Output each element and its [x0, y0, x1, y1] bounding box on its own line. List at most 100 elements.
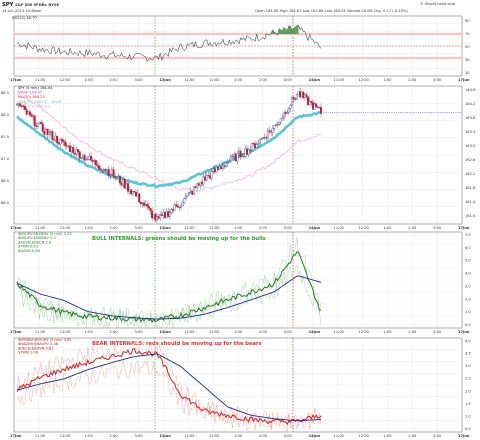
candle: [107, 169, 110, 176]
time-tick: 13Jun: [159, 226, 171, 230]
candle: [43, 130, 46, 135]
price-left-tick: 88.0: [1, 113, 10, 117]
candle: [270, 131, 273, 133]
candle: [56, 135, 59, 144]
candle: [287, 108, 290, 113]
candle: [303, 94, 306, 98]
bear-avg-line: [16, 353, 322, 422]
candle: [262, 137, 265, 139]
candle: [167, 211, 170, 217]
candle: [246, 148, 248, 155]
candle: [276, 124, 279, 126]
time-tick: 11:00: [334, 78, 345, 82]
candle: [30, 114, 33, 117]
candle: [209, 175, 211, 179]
price-right-tick: 164.2: [465, 102, 475, 106]
price-left-tick: 86.5: [1, 179, 9, 183]
time-tick: 17Jun: [458, 226, 470, 230]
candle: [24, 106, 27, 110]
price-left-tick: 88.5: [1, 91, 9, 95]
time-tick: 3:00: [284, 330, 293, 334]
candle: [254, 143, 257, 149]
candle: [271, 128, 274, 133]
candle: [53, 139, 55, 141]
time-tick: 3:00: [284, 226, 293, 230]
candle: [159, 214, 162, 219]
candle: [292, 96, 295, 100]
time-tick: 17Jun: [458, 434, 470, 438]
candle: [237, 150, 240, 154]
time-tick: 12:00: [60, 330, 71, 334]
time-tick: 3:00: [134, 226, 143, 230]
candle: [123, 179, 126, 189]
candle: [286, 112, 289, 114]
rsi-overbought-fill: [258, 25, 299, 34]
time-tick: 12:00: [60, 226, 71, 230]
time-tick: 1:00: [383, 226, 392, 230]
time-tick: 2:00: [259, 226, 268, 230]
candle: [265, 137, 268, 139]
time-tick: 14Jun: [309, 226, 321, 230]
candle: [308, 100, 311, 106]
time-tick: 12:00: [60, 434, 71, 438]
candle: [118, 175, 121, 184]
price-right-tick: 163.4: [465, 130, 476, 134]
candle: [194, 186, 197, 189]
time-tick: 13Jun: [159, 78, 171, 82]
time-tick: 12:00: [209, 330, 220, 334]
candle: [110, 169, 113, 175]
time-tick: 3:00: [134, 330, 143, 334]
candle: [263, 137, 266, 139]
candle: [228, 160, 231, 163]
time-tick: 1:00: [234, 226, 243, 230]
candle: [217, 167, 220, 170]
bullGroup-tick: 3.0: [465, 284, 471, 288]
candle: [59, 139, 62, 145]
time-tick: 1:00: [85, 78, 94, 82]
candle: [128, 189, 131, 192]
time-tick: 11:00: [35, 330, 46, 334]
candle: [62, 140, 65, 143]
bearGroup-tick: 0.5: [465, 427, 471, 431]
time-tick: 12:00: [209, 226, 220, 230]
time-tick: 11:00: [334, 434, 345, 438]
candle: [278, 122, 281, 125]
candle: [196, 183, 199, 189]
price-legend-item: VWAP 164.45: [18, 91, 42, 95]
bearGroup-tick: 3.0: [465, 364, 471, 368]
time-tick: 2:00: [110, 226, 119, 230]
candle: [57, 142, 60, 145]
time-tick: 3:00: [433, 78, 442, 82]
price-legend-item: SPY (5 min) 164.04: [18, 86, 53, 90]
candle: [186, 193, 189, 197]
candle: [115, 176, 118, 178]
candle: [305, 94, 308, 97]
time-tick: 14Jun: [309, 78, 321, 82]
candle: [316, 106, 319, 108]
bearLegend-item: $NADNV:$NAUPV 0.38: [18, 342, 59, 346]
time-tick: 11:00: [334, 226, 345, 230]
rsi-oversold-band: [14, 56, 462, 60]
candle: [294, 98, 297, 100]
price-left-tick: 87.5: [1, 135, 9, 139]
candle: [44, 128, 47, 135]
time-tick: 12:00: [60, 78, 71, 82]
candle: [281, 117, 284, 120]
candle: [236, 153, 239, 162]
chart-title: SPY S&P 500 SPDRs NYSE: [2, 2, 60, 8]
candle: [320, 107, 322, 114]
candle: [102, 169, 105, 171]
candle: [54, 135, 57, 141]
candle: [300, 91, 303, 98]
watermark: © StockCharts.com: [420, 2, 456, 6]
candle: [184, 195, 187, 199]
candle: [90, 156, 92, 161]
candle: [83, 154, 86, 161]
time-tick: 2:00: [259, 434, 268, 438]
time-tick: 17Jun: [10, 226, 22, 230]
candle: [51, 131, 54, 140]
candle: [295, 94, 298, 100]
candle: [27, 111, 30, 115]
candle: [165, 211, 168, 218]
rsi-overbought-band: [14, 32, 462, 36]
